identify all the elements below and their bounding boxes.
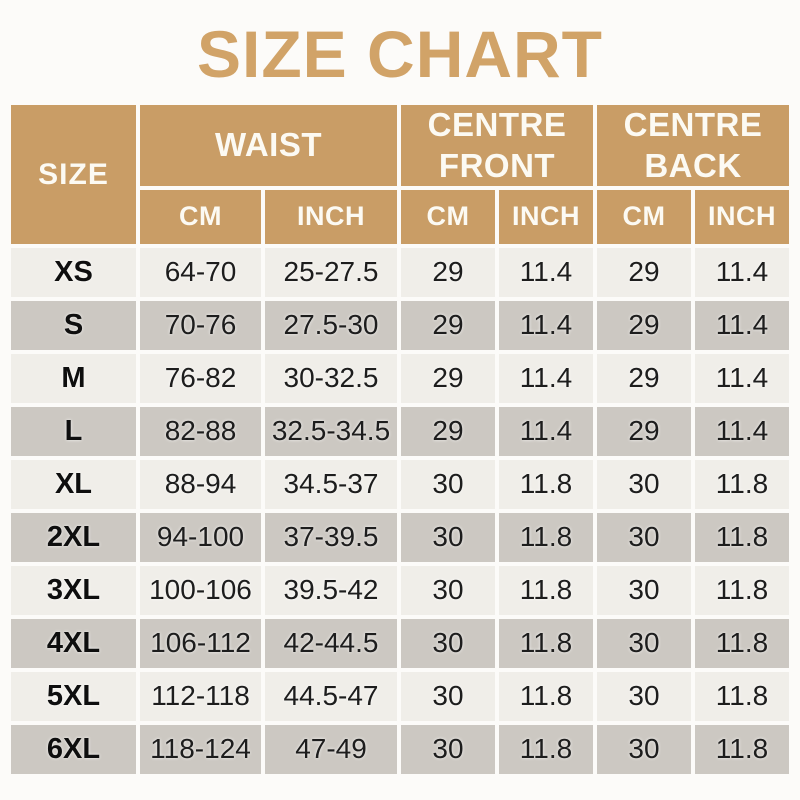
value-cell: 11.4 bbox=[499, 300, 593, 350]
value-cell: 82-88 bbox=[140, 406, 261, 456]
size-cell: 5XL bbox=[11, 671, 136, 721]
value-cell: 70-76 bbox=[140, 300, 261, 350]
value-cell: 11.8 bbox=[695, 459, 789, 509]
size-cell: XL bbox=[11, 459, 136, 509]
value-cell: 100-106 bbox=[140, 565, 261, 615]
value-cell: 29 bbox=[401, 353, 495, 403]
value-cell: 30 bbox=[401, 565, 495, 615]
value-cell: 30 bbox=[597, 618, 691, 668]
value-cell: 29 bbox=[401, 247, 495, 297]
value-cell: 11.4 bbox=[499, 406, 593, 456]
header-sub-row: CM INCH CM INCH CM INCH bbox=[11, 189, 789, 244]
table-row: 3XL 100-106 39.5-42 30 11.8 30 11.8 bbox=[11, 565, 789, 615]
value-cell: 29 bbox=[597, 353, 691, 403]
value-cell: 11.4 bbox=[695, 406, 789, 456]
table-row: M 76-82 30-32.5 29 11.4 29 11.4 bbox=[11, 353, 789, 403]
header-waist: WAIST bbox=[140, 105, 397, 186]
value-cell: 11.8 bbox=[695, 565, 789, 615]
value-cell: 118-124 bbox=[140, 724, 261, 774]
header-group-row: SIZE WAIST CENTRE FRONT CENTRE BACK bbox=[11, 105, 789, 244]
table-row: XS 64-70 25-27.5 29 11.4 29 11.4 bbox=[11, 247, 789, 297]
value-cell: 30 bbox=[401, 512, 495, 562]
size-chart-table: SIZE WAIST CENTRE FRONT CENTRE BACK CM I… bbox=[7, 101, 793, 778]
table-header: SIZE WAIST CENTRE FRONT CENTRE BACK CM I… bbox=[11, 105, 789, 244]
value-cell: 11.8 bbox=[499, 724, 593, 774]
value-cell: 32.5-34.5 bbox=[265, 406, 397, 456]
value-cell: 11.8 bbox=[695, 512, 789, 562]
value-cell: 30 bbox=[597, 459, 691, 509]
subheader-waist-inch: INCH bbox=[265, 189, 397, 244]
value-cell: 30 bbox=[597, 671, 691, 721]
value-cell: 30 bbox=[401, 618, 495, 668]
value-cell: 30 bbox=[401, 724, 495, 774]
value-cell: 11.4 bbox=[695, 300, 789, 350]
subheader-centre-front-cm: CM bbox=[401, 189, 495, 244]
value-cell: 39.5-42 bbox=[265, 565, 397, 615]
value-cell: 29 bbox=[401, 406, 495, 456]
table-body: XS 64-70 25-27.5 29 11.4 29 11.4 S 70-76… bbox=[11, 247, 789, 774]
table-row: S 70-76 27.5-30 29 11.4 29 11.4 bbox=[11, 300, 789, 350]
value-cell: 11.8 bbox=[499, 565, 593, 615]
value-cell: 11.8 bbox=[499, 459, 593, 509]
table-row: 5XL 112-118 44.5-47 30 11.8 30 11.8 bbox=[11, 671, 789, 721]
size-cell: XS bbox=[11, 247, 136, 297]
value-cell: 29 bbox=[597, 300, 691, 350]
size-cell: 3XL bbox=[11, 565, 136, 615]
value-cell: 30 bbox=[597, 512, 691, 562]
table-row: L 82-88 32.5-34.5 29 11.4 29 11.4 bbox=[11, 406, 789, 456]
value-cell: 11.8 bbox=[499, 618, 593, 668]
header-size: SIZE bbox=[11, 105, 136, 244]
table-row: 4XL 106-112 42-44.5 30 11.8 30 11.8 bbox=[11, 618, 789, 668]
value-cell: 76-82 bbox=[140, 353, 261, 403]
value-cell: 64-70 bbox=[140, 247, 261, 297]
value-cell: 29 bbox=[597, 406, 691, 456]
value-cell: 11.4 bbox=[499, 353, 593, 403]
table-row: 2XL 94-100 37-39.5 30 11.8 30 11.8 bbox=[11, 512, 789, 562]
value-cell: 11.4 bbox=[499, 247, 593, 297]
table-row: XL 88-94 34.5-37 30 11.8 30 11.8 bbox=[11, 459, 789, 509]
value-cell: 112-118 bbox=[140, 671, 261, 721]
size-cell: L bbox=[11, 406, 136, 456]
subheader-centre-back-inch: INCH bbox=[695, 189, 789, 244]
header-centre-back: CENTRE BACK bbox=[597, 105, 789, 186]
subheader-waist-cm: CM bbox=[140, 189, 261, 244]
value-cell: 47-49 bbox=[265, 724, 397, 774]
value-cell: 11.8 bbox=[695, 618, 789, 668]
size-cell: M bbox=[11, 353, 136, 403]
value-cell: 11.8 bbox=[499, 512, 593, 562]
value-cell: 11.8 bbox=[499, 671, 593, 721]
subheader-centre-front-inch: INCH bbox=[499, 189, 593, 244]
size-cell: 2XL bbox=[11, 512, 136, 562]
size-cell: S bbox=[11, 300, 136, 350]
value-cell: 44.5-47 bbox=[265, 671, 397, 721]
value-cell: 88-94 bbox=[140, 459, 261, 509]
value-cell: 30 bbox=[597, 724, 691, 774]
table-row: 6XL 118-124 47-49 30 11.8 30 11.8 bbox=[11, 724, 789, 774]
value-cell: 11.4 bbox=[695, 247, 789, 297]
value-cell: 42-44.5 bbox=[265, 618, 397, 668]
value-cell: 11.8 bbox=[695, 671, 789, 721]
value-cell: 34.5-37 bbox=[265, 459, 397, 509]
value-cell: 30 bbox=[597, 565, 691, 615]
value-cell: 106-112 bbox=[140, 618, 261, 668]
value-cell: 11.8 bbox=[695, 724, 789, 774]
value-cell: 94-100 bbox=[140, 512, 261, 562]
header-centre-front: CENTRE FRONT bbox=[401, 105, 593, 186]
page-title: SIZE CHART bbox=[197, 17, 603, 91]
value-cell: 30-32.5 bbox=[265, 353, 397, 403]
size-cell: 4XL bbox=[11, 618, 136, 668]
value-cell: 29 bbox=[401, 300, 495, 350]
subheader-centre-back-cm: CM bbox=[597, 189, 691, 244]
value-cell: 30 bbox=[401, 459, 495, 509]
size-cell: 6XL bbox=[11, 724, 136, 774]
value-cell: 11.4 bbox=[695, 353, 789, 403]
value-cell: 25-27.5 bbox=[265, 247, 397, 297]
value-cell: 29 bbox=[597, 247, 691, 297]
value-cell: 27.5-30 bbox=[265, 300, 397, 350]
value-cell: 30 bbox=[401, 671, 495, 721]
value-cell: 37-39.5 bbox=[265, 512, 397, 562]
